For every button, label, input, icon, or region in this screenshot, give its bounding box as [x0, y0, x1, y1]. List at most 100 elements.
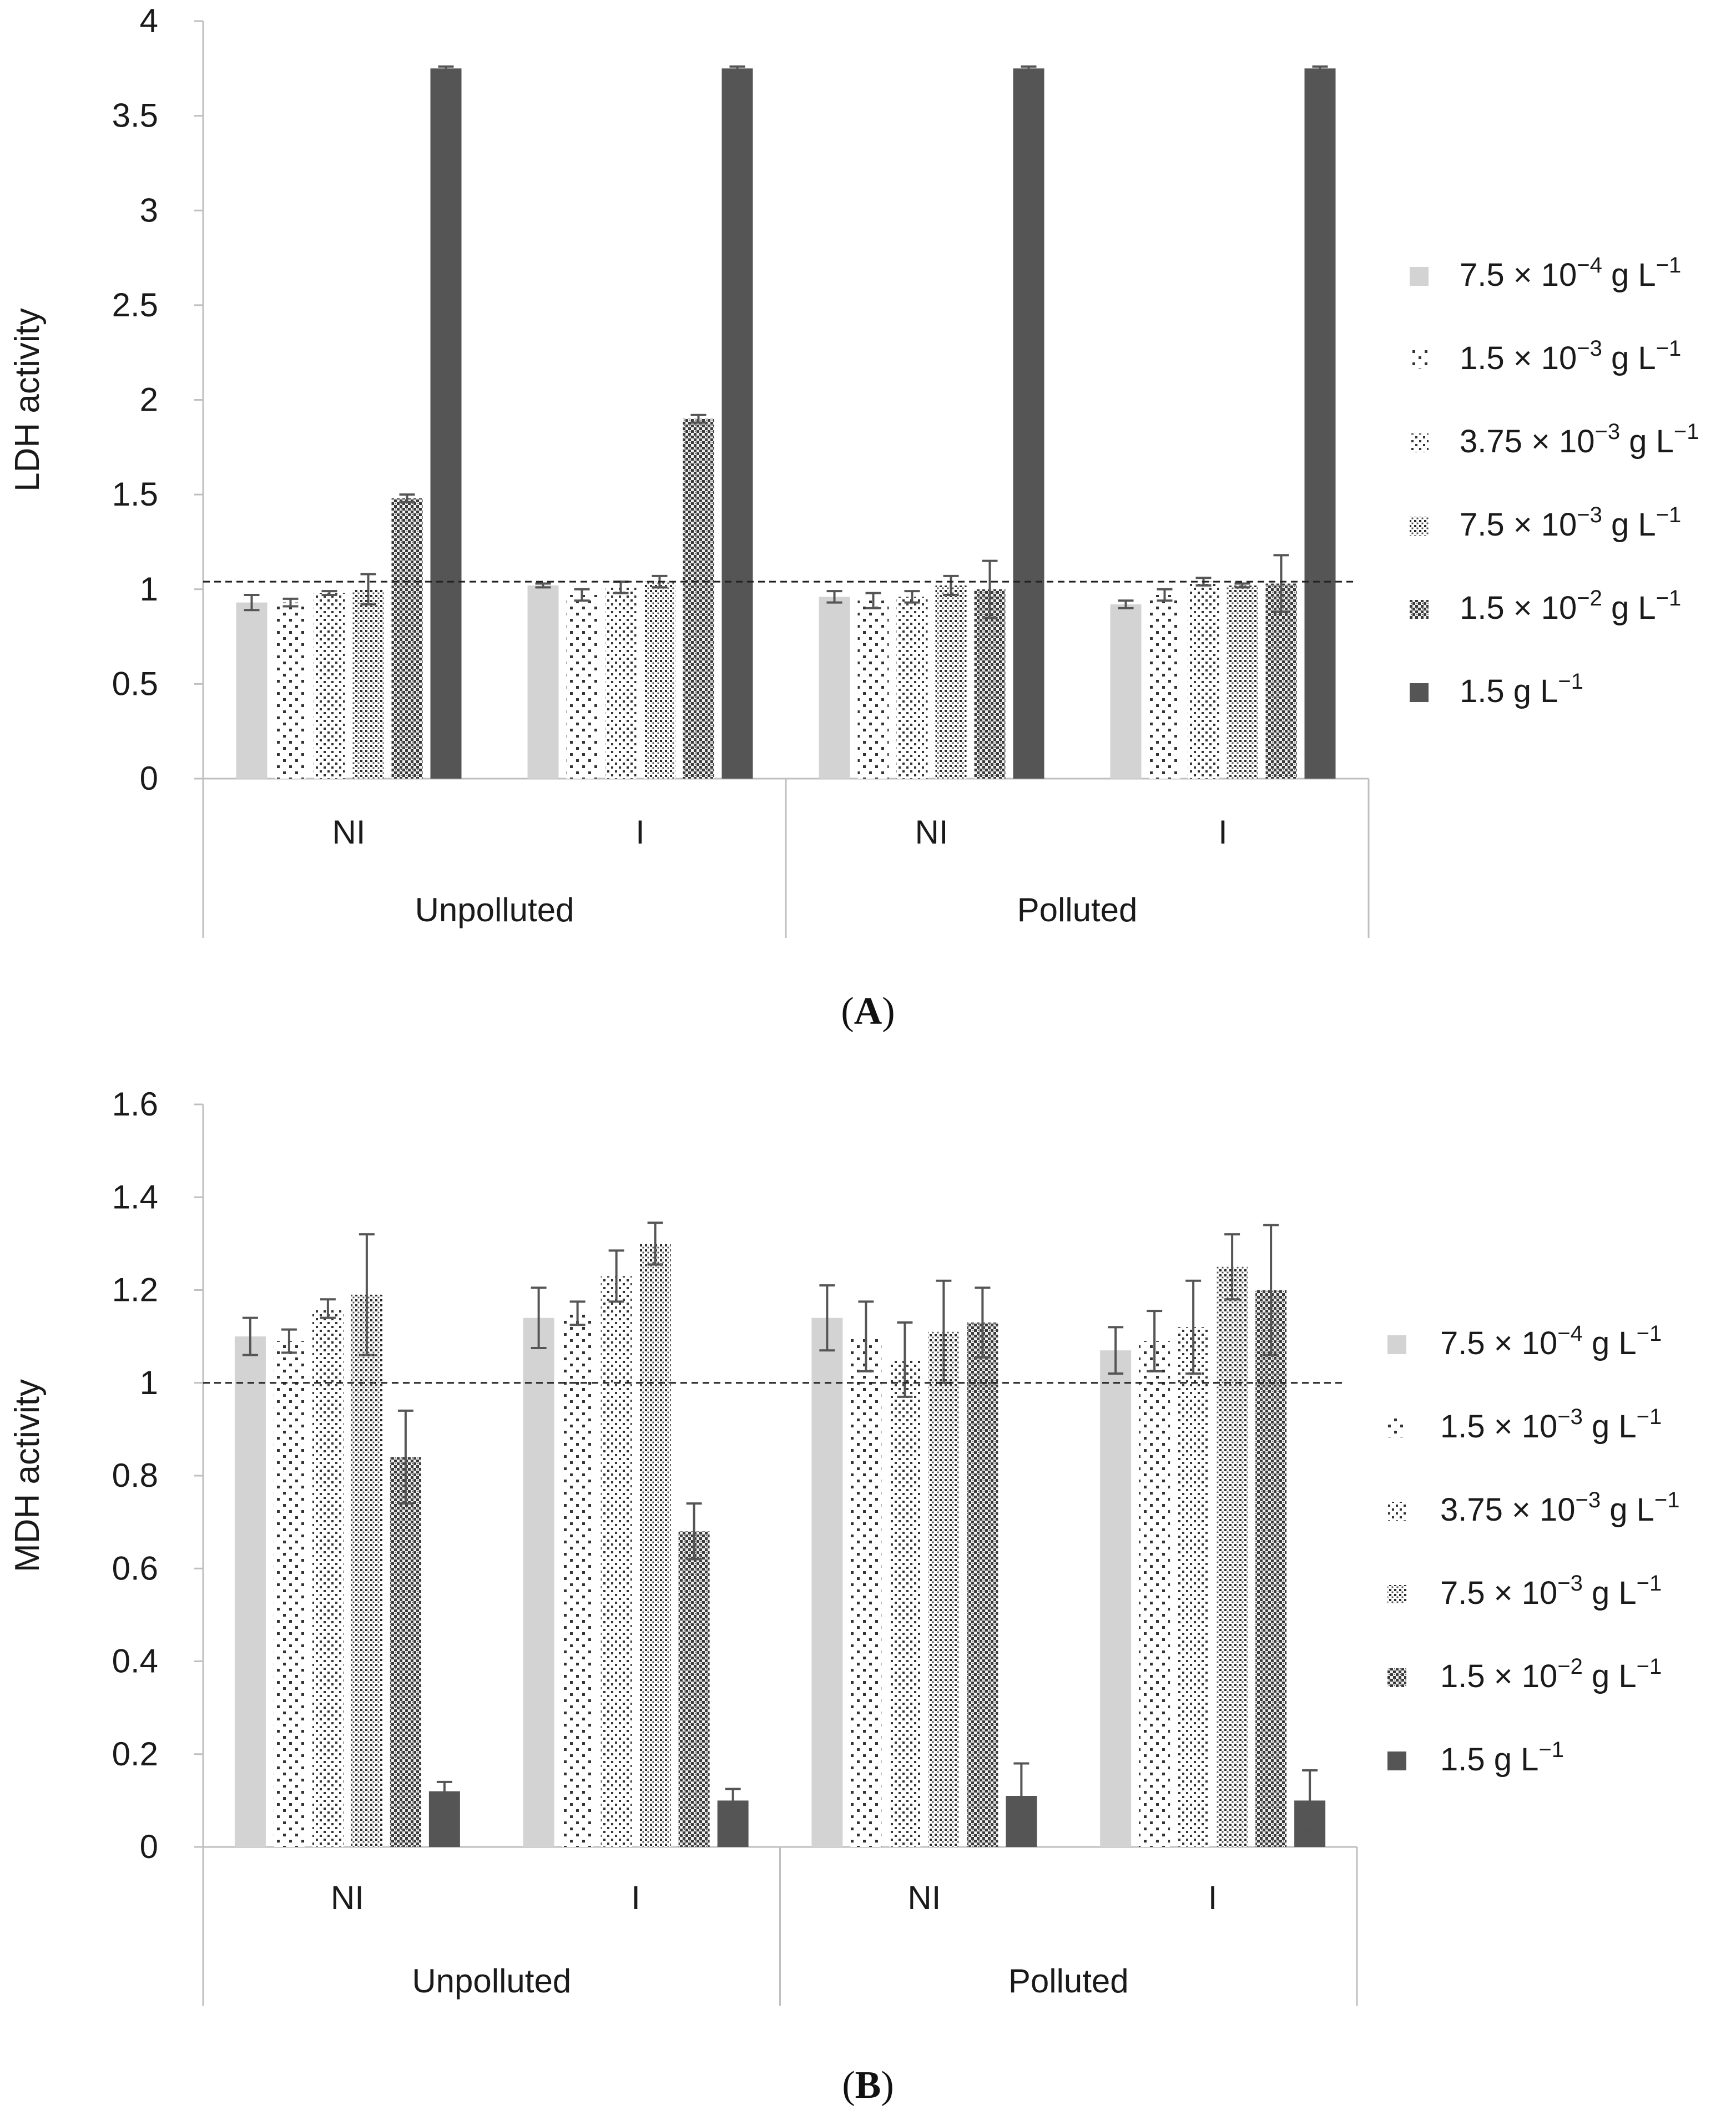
y-tick-label: 0: [140, 1828, 158, 1865]
bar: [935, 585, 967, 779]
legend-label: 3.75 × 10−3 g L−1: [1460, 420, 1699, 460]
bar: [351, 1294, 382, 1847]
bar: [811, 1318, 843, 1847]
group-label: Unpolluted: [412, 1962, 571, 2000]
bar: [236, 602, 268, 779]
bar: [275, 602, 306, 779]
group-label: Polluted: [1017, 891, 1138, 928]
y-axis-label: MDH activity: [8, 1379, 47, 1572]
bar: [1227, 585, 1258, 779]
y-tick-label: 3: [140, 191, 158, 229]
bar: [352, 589, 384, 779]
bar: [896, 597, 928, 779]
y-tick-label: 1.5: [112, 476, 158, 513]
y-tick-label: 1.2: [112, 1271, 158, 1309]
bar: [527, 585, 559, 779]
legend-swatch: [1410, 350, 1429, 369]
legend-label: 1.5 g L−1: [1440, 1738, 1564, 1778]
chart-a: 0 0.5 1 1.5 2 2.5 3 3.5 4 LDH activity NI I NI I Unpol…: [8, 2, 1699, 1033]
bar: [1304, 68, 1336, 779]
bar: [850, 1336, 882, 1847]
legend-swatch: [1410, 433, 1429, 452]
bar: [1217, 1266, 1248, 1847]
y-tick-label: 1: [140, 1364, 158, 1401]
bar: [562, 1313, 593, 1847]
bar: [234, 1336, 266, 1847]
y-tick-label: 0.5: [112, 665, 158, 702]
bar: [430, 68, 462, 779]
legend-swatch: [1387, 1335, 1406, 1354]
category-label: I: [631, 1879, 640, 1916]
y-tick-label: 0.6: [112, 1549, 158, 1587]
legend-label: 1.5 × 10−2 g L−1: [1440, 1654, 1662, 1694]
bar: [1100, 1350, 1132, 1847]
category-label: I: [1208, 1879, 1218, 1916]
y-tick-label: 0.8: [112, 1457, 158, 1494]
y-tick-label: 0.2: [112, 1735, 158, 1773]
y-tick-label: 1: [140, 571, 158, 608]
legend-label: 7.5 × 10−3 g L−1: [1440, 1571, 1662, 1611]
y-tick-label: 1.4: [112, 1178, 158, 1215]
bar: [600, 1276, 632, 1847]
bar: [967, 1323, 998, 1847]
category-label: NI: [907, 1879, 941, 1916]
legend-swatch: [1410, 600, 1429, 619]
legend-swatch: [1387, 1419, 1406, 1437]
legend-swatch: [1387, 1585, 1406, 1604]
bar: [974, 589, 1006, 779]
y-tick-label: 0.4: [112, 1643, 158, 1680]
category-label: I: [635, 814, 645, 851]
legend-label: 1.5 × 10−2 g L−1: [1460, 586, 1681, 626]
bar: [1178, 1327, 1209, 1847]
bar: [889, 1359, 921, 1847]
legend-label: 7.5 × 10−3 g L−1: [1460, 503, 1681, 543]
group-label: Unpolluted: [415, 891, 574, 928]
category-label: NI: [331, 1879, 364, 1916]
bar: [928, 1331, 960, 1847]
bar: [1139, 1341, 1170, 1847]
y-tick-label: 0: [140, 760, 158, 797]
bar: [312, 1308, 344, 1847]
bar: [314, 593, 345, 779]
bar: [1255, 1290, 1287, 1847]
legend-label: 7.5 × 10−4 g L−1: [1440, 1321, 1662, 1361]
bar: [1149, 594, 1180, 779]
legend-label: 1.5 g L−1: [1460, 669, 1583, 709]
figure-caption: (A): [841, 990, 895, 1033]
y-tick-label: 4: [140, 2, 158, 39]
figure-caption: (B): [842, 2064, 894, 2107]
bar: [683, 418, 714, 779]
category-label: NI: [332, 814, 366, 851]
legend-swatch: [1410, 267, 1429, 286]
bar: [644, 582, 675, 779]
y-tick-label: 3.5: [112, 97, 158, 134]
bar: [1188, 582, 1219, 779]
legend-swatch: [1387, 1502, 1406, 1521]
bar: [721, 68, 753, 779]
chart-b: 0 0.2 0.4 0.6 0.8 1 1.2 1.4 1.6 MDH activity NI I NI…: [8, 1086, 1679, 2107]
bar: [273, 1341, 305, 1847]
legend-swatch: [1410, 517, 1429, 536]
legend-swatch: [1410, 683, 1429, 702]
legend-label: 3.75 × 10−3 g L−1: [1440, 1488, 1679, 1528]
bar: [605, 587, 637, 779]
y-tick-label: 1.6: [112, 1086, 158, 1123]
y-tick-label: 2.5: [112, 286, 158, 324]
bar: [1013, 68, 1044, 779]
bar: [566, 594, 598, 779]
bar: [857, 600, 889, 779]
y-axis-label: LDH activity: [8, 308, 47, 492]
bar: [1265, 583, 1297, 779]
group-label: Polluted: [1008, 1962, 1129, 2000]
legend-label: 7.5 × 10−4 g L−1: [1460, 253, 1681, 293]
bar: [639, 1243, 671, 1847]
bar: [523, 1318, 554, 1847]
legend-swatch: [1387, 1751, 1406, 1770]
category-label: I: [1218, 814, 1228, 851]
y-tick-label: 2: [140, 381, 158, 418]
bar: [1110, 604, 1142, 779]
category-label: NI: [915, 814, 948, 851]
bar: [390, 1457, 421, 1847]
bar: [819, 597, 850, 779]
